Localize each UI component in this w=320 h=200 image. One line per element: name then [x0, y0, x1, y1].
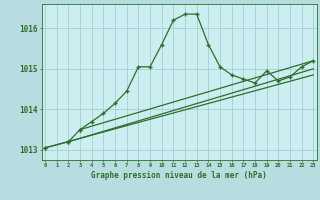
X-axis label: Graphe pression niveau de la mer (hPa): Graphe pression niveau de la mer (hPa) [91, 171, 267, 180]
